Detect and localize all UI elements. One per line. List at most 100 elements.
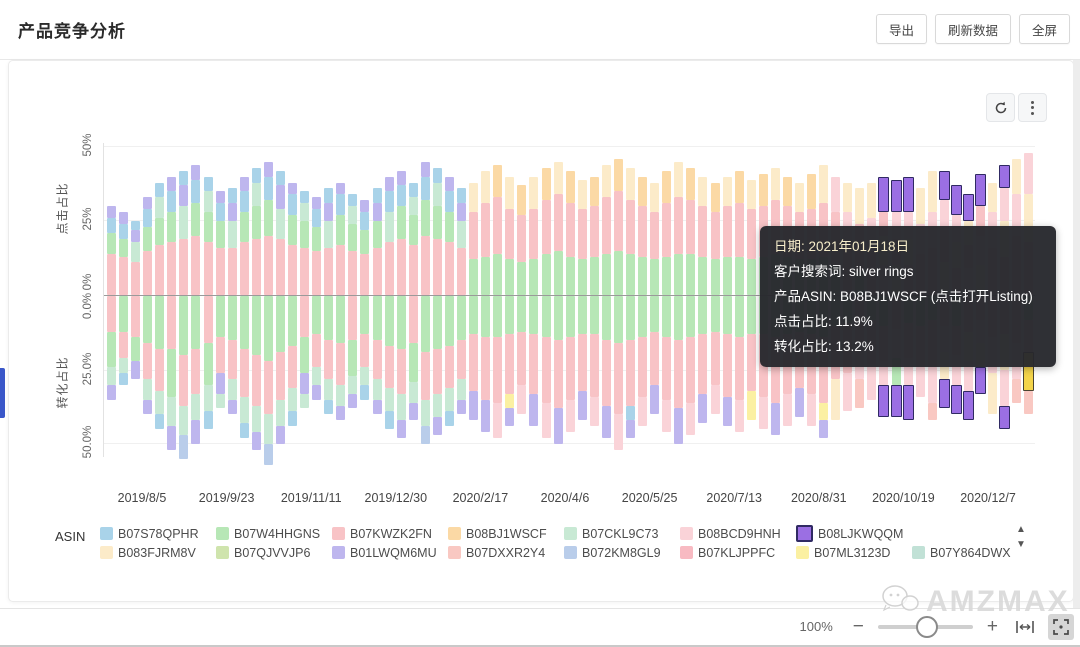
bar-segment[interactable] [384, 241, 394, 295]
bar-segment[interactable] [384, 212, 394, 242]
bar-segment[interactable] [348, 393, 358, 409]
bar-segment[interactable] [457, 203, 467, 221]
bar-segment[interactable] [831, 176, 841, 213]
bar-segment[interactable] [420, 426, 430, 444]
bar-segment[interactable] [626, 340, 635, 406]
bar-segment[interactable] [143, 209, 153, 227]
bar-segment[interactable] [601, 296, 611, 341]
bar-segment[interactable] [674, 408, 684, 444]
bar-segment[interactable] [360, 384, 370, 400]
bar-segment[interactable] [626, 420, 635, 439]
bar-segment[interactable] [420, 235, 430, 295]
bar-segment[interactable] [529, 296, 539, 335]
bar-segment[interactable] [746, 259, 756, 295]
bar-segment[interactable] [541, 253, 551, 295]
bar-segment[interactable] [1012, 194, 1022, 236]
bar-segment[interactable] [263, 176, 273, 201]
bar-segment[interactable] [384, 176, 394, 192]
bar-segment[interactable] [855, 378, 865, 409]
bar-segment[interactable] [263, 296, 273, 362]
bar-segment[interactable] [251, 296, 261, 356]
bar-segment[interactable] [481, 203, 491, 257]
bar-segment[interactable] [819, 420, 829, 439]
bar-segment[interactable] [263, 161, 273, 177]
bar-segment[interactable] [372, 203, 382, 221]
bar-segment[interactable] [444, 191, 454, 213]
legend-item-B07KWZK2FN[interactable]: B07KWZK2FN [332, 527, 448, 541]
bar-segment[interactable] [613, 191, 623, 251]
bar-segment[interactable] [384, 191, 394, 213]
bar-segment[interactable] [819, 337, 829, 403]
bar-segment[interactable] [191, 235, 201, 295]
bar-segment[interactable] [119, 212, 129, 224]
bar-segment[interactable] [770, 167, 780, 201]
bar-segment[interactable] [300, 337, 310, 373]
bar-segment[interactable] [962, 194, 974, 221]
bar-segment[interactable] [770, 402, 780, 436]
bar-segment[interactable] [577, 179, 587, 210]
bar-segment[interactable] [867, 182, 877, 219]
bar-segment[interactable] [348, 340, 358, 376]
bar-segment[interactable] [275, 170, 285, 186]
bar-segment[interactable] [300, 393, 310, 409]
bar-segment[interactable] [746, 390, 756, 421]
bar-segment[interactable] [686, 402, 696, 436]
legend-item-B01LWQM6MU[interactable]: B01LWQM6MU [332, 546, 448, 560]
bar-segment[interactable] [167, 426, 177, 450]
bar-segment[interactable] [155, 244, 165, 295]
bar-segment[interactable] [601, 164, 611, 198]
bar-segment[interactable] [312, 209, 322, 227]
bar-segment[interactable] [878, 384, 890, 418]
bar-segment[interactable] [722, 176, 732, 207]
bar-segment[interactable] [674, 253, 684, 295]
bar-segment[interactable] [251, 167, 261, 183]
bar-segment[interactable] [131, 241, 141, 263]
bar-segment[interactable] [360, 334, 370, 368]
bar-segment[interactable] [179, 238, 189, 295]
bar-segment[interactable] [444, 296, 454, 347]
bar-segment[interactable] [505, 408, 515, 427]
bar-segment[interactable] [626, 405, 635, 421]
bar-segment[interactable] [408, 197, 418, 216]
bar-segment[interactable] [324, 378, 334, 400]
bar-segment[interactable] [107, 232, 116, 254]
bar-segment[interactable] [239, 176, 249, 192]
bar-segment[interactable] [324, 221, 334, 248]
bar-segment[interactable] [819, 164, 829, 204]
bar-segment[interactable] [384, 387, 394, 412]
bar-segment[interactable] [843, 182, 853, 213]
bar-segment[interactable] [553, 194, 563, 251]
bar-segment[interactable] [107, 331, 116, 368]
bar-segment[interactable] [457, 188, 467, 204]
bar-segment[interactable] [275, 238, 285, 295]
legend-item-B08BCD9HNH[interactable]: B08BCD9HNH [680, 527, 796, 541]
bar-segment[interactable] [408, 182, 418, 198]
bar-segment[interactable] [203, 176, 213, 192]
bar-segment[interactable] [191, 164, 201, 180]
bar-segment[interactable] [119, 296, 129, 332]
fit-screen-button[interactable] [1048, 613, 1074, 640]
bar-segment[interactable] [203, 191, 213, 213]
bar-segment[interactable] [348, 296, 358, 341]
bar-segment[interactable] [613, 343, 623, 415]
bar-segment[interactable] [565, 296, 575, 338]
bar-segment[interactable] [553, 408, 563, 444]
bar-segment[interactable] [312, 250, 322, 295]
bar-segment[interactable] [843, 372, 853, 412]
bar-segment[interactable] [517, 296, 527, 332]
bar-segment[interactable] [420, 176, 430, 201]
bar-segment[interactable] [481, 399, 491, 433]
bar-segment[interactable] [179, 296, 189, 356]
bar-segment[interactable] [927, 367, 937, 403]
bar-segment[interactable] [577, 296, 587, 335]
bar-segment[interactable] [650, 212, 660, 260]
bar-segment[interactable] [879, 361, 889, 385]
bar-segment[interactable] [444, 241, 454, 295]
bar-segment[interactable] [372, 399, 382, 415]
zoom-out-button[interactable]: − [852, 616, 864, 637]
bar-segment[interactable] [155, 296, 165, 350]
bar-segment[interactable] [107, 253, 116, 295]
bar-segment[interactable] [698, 296, 708, 335]
bar-segment[interactable] [239, 241, 249, 295]
bar-segment[interactable] [976, 206, 986, 236]
